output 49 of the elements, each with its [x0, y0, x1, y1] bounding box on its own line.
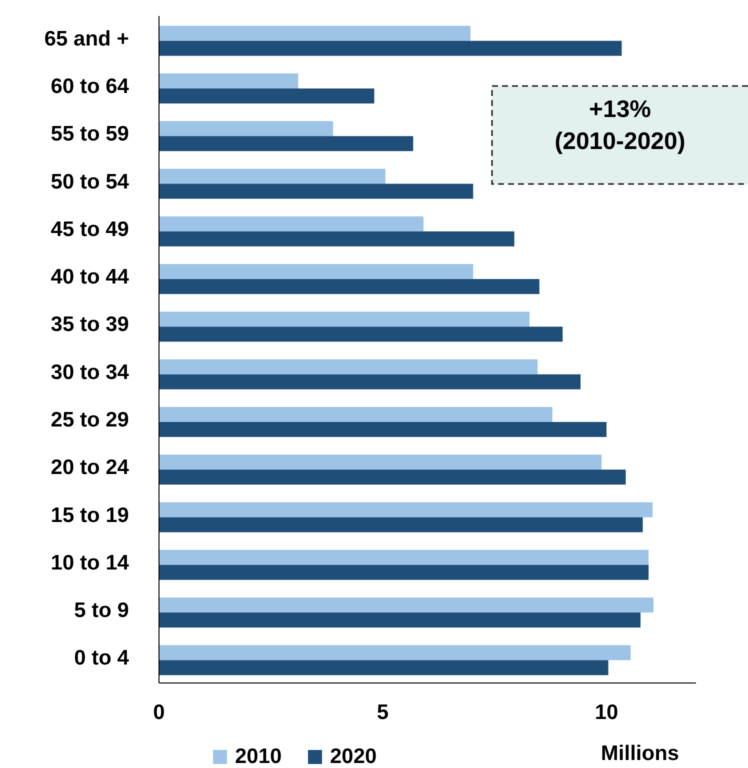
bar [159, 184, 474, 199]
bar [159, 326, 563, 342]
bar [159, 550, 649, 565]
y-tick-label: 65 and + [44, 27, 129, 50]
y-tick-label: 5 to 9 [74, 599, 129, 622]
y-tick-label: 50 to 54 [50, 170, 130, 194]
y-tick-label: 35 to 39 [50, 313, 129, 336]
annotation: +13% (2010-2020) [554, 96, 686, 155]
bar [159, 168, 386, 184]
y-tick-label: 10 to 14 [50, 551, 130, 574]
bar [159, 264, 474, 280]
y-tick-label: 20 to 24 [50, 456, 130, 480]
y-tick-label: 45 to 49 [50, 218, 129, 241]
y-tick-label: 0 to 4 [74, 646, 130, 670]
bar [159, 359, 538, 374]
x-axis-title: Millions [600, 742, 680, 765]
y-tick-label: 15 to 19 [50, 504, 129, 527]
x-tick-label: 0 [153, 701, 165, 724]
bar [159, 88, 374, 104]
bar [159, 422, 606, 437]
bar [159, 454, 602, 470]
bar [159, 231, 514, 246]
bar [159, 612, 641, 628]
bar [159, 312, 530, 327]
bar [159, 121, 334, 136]
legend-label: 2020 [330, 745, 377, 768]
bar [159, 406, 552, 422]
bar [159, 598, 654, 613]
y-tick-label: 60 to 64 [50, 75, 130, 98]
bar [159, 645, 631, 660]
bar [159, 374, 581, 390]
x-tick-label: 5 [376, 701, 389, 724]
y-tick-label: 30 to 34 [50, 360, 130, 384]
legend-label: 2010 [235, 745, 282, 768]
bar [159, 216, 424, 232]
bar [159, 40, 622, 56]
x-tick-label: 10 [594, 701, 618, 724]
bar [159, 73, 298, 88]
bar [159, 564, 649, 580]
bar [159, 26, 470, 41]
y-tick-label: 55 to 59 [50, 122, 129, 146]
y-tick-label: 40 to 44 [50, 266, 130, 289]
bar [159, 517, 643, 532]
bar [159, 136, 414, 152]
bar [159, 279, 540, 294]
bar [159, 660, 608, 676]
bar [159, 470, 626, 485]
y-tick-label: 25 to 29 [50, 408, 129, 432]
bar [159, 502, 653, 518]
